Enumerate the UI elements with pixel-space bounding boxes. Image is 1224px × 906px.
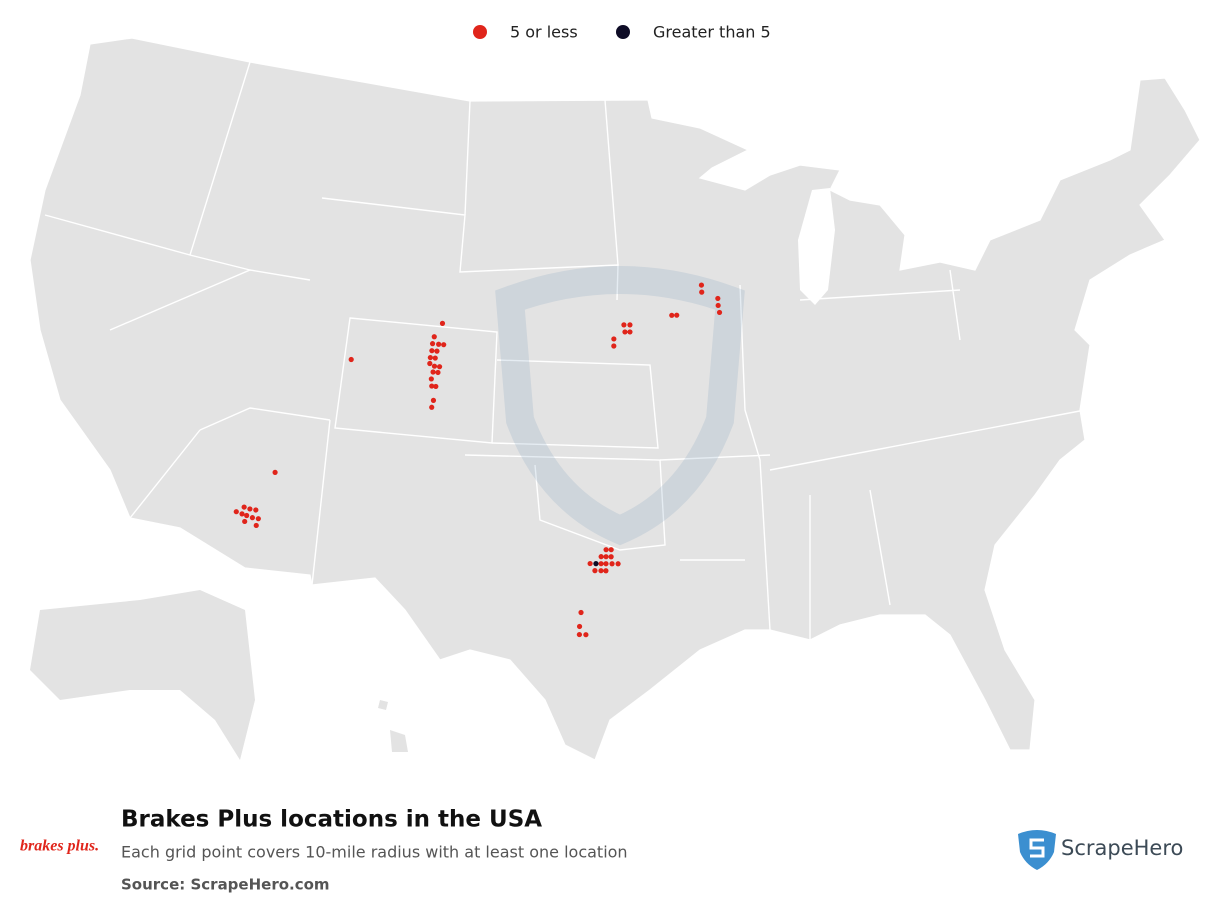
legend-swatch [616,25,630,39]
legend-swatch [473,25,487,39]
state-border [769,269,1086,471]
publisher-shield-mark [1029,838,1045,858]
location-point [598,561,604,567]
location-point [592,568,598,574]
title: Brakes Plus locations in the USA [121,807,542,833]
location-point [247,506,253,512]
state-borders [44,61,1086,640]
location-point [609,561,615,567]
publisher-shield [1018,830,1056,870]
location-point [603,561,609,567]
state-border [491,359,659,449]
location-point [603,568,609,574]
location-point [576,631,583,638]
location-point [429,341,436,347]
location-point [255,516,261,522]
location-point [253,522,259,529]
location-point [242,518,248,525]
location-point [429,383,435,389]
location-point [429,404,435,410]
watermark [495,266,745,546]
source: Source: ScrapeHero.com [121,876,330,894]
location-point [715,302,721,309]
location-point [432,355,438,361]
alaska [30,590,255,760]
location-point [430,397,437,403]
legend-label: 5 or less [510,23,578,42]
hawaii [378,700,408,752]
location-point [272,469,278,475]
location-point [598,554,604,560]
location-point [621,322,627,328]
location-point [435,369,441,376]
location-point [436,364,443,370]
location-point [608,554,614,560]
location-point [611,343,617,349]
location-point [249,515,256,521]
location-point [431,363,438,369]
location-point [598,568,604,574]
location-point [716,309,723,316]
subtitle: Each grid point covers 10-mile radius wi… [121,843,628,862]
location-point [627,322,633,328]
location-point [434,348,440,354]
location-point [429,348,435,354]
location-point [576,623,583,630]
state-border [44,61,251,519]
watermark-shield [495,266,745,546]
legend: 5 or less Greater than 5 [473,23,771,42]
publisher-name: ScrapeHero [1061,836,1183,860]
location-point [698,282,705,288]
location-point [627,329,633,335]
location-point [239,511,245,517]
location-point [603,554,609,560]
location-point [244,512,250,519]
location-point [253,507,259,513]
location-point [428,376,434,382]
state-border [321,197,619,301]
location-point [578,609,584,616]
location-point [430,369,436,375]
location-point [431,334,437,340]
basemap [29,37,1201,761]
location-point [241,504,247,510]
lake-michigan [798,188,835,305]
location-point [427,354,433,361]
location-point [427,360,433,367]
location-point [608,547,614,553]
location-point [439,320,446,326]
state-border [464,454,666,551]
conus-land [29,37,1201,761]
location-point [233,509,239,515]
publisher-logo: ScrapeHero [1018,830,1183,870]
location-point [583,632,589,638]
location-point [669,312,675,318]
points [233,282,723,638]
location-point [603,547,609,553]
location-point [433,383,439,390]
state-border [464,99,771,631]
location-point [674,312,680,318]
location-point [622,329,628,335]
location-point [611,336,617,342]
brand-logo: brakes plus. [20,838,99,855]
location-point [715,295,721,302]
legend-label: Greater than 5 [653,23,771,42]
location-point [587,560,593,567]
location-point [615,561,621,567]
location-point [348,356,354,363]
location-point [436,341,442,347]
location-point [441,342,447,348]
location-point [593,561,599,567]
location-point [699,289,705,295]
state-border [659,454,891,640]
